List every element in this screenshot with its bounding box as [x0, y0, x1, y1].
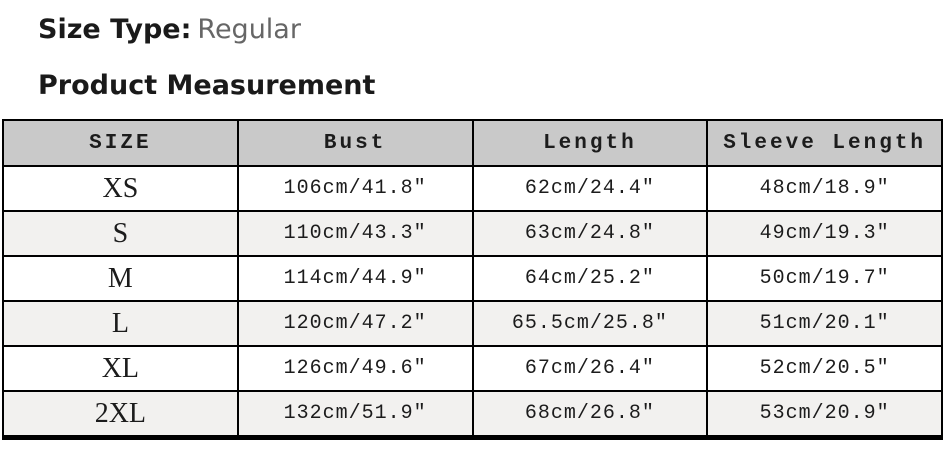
bust-cell: 110cm/43.3″	[236, 210, 474, 257]
sleeve-length-cell: 48cm/18.9″	[706, 165, 943, 212]
bust-cell: 126cm/49.6″	[236, 345, 474, 392]
bust-cell: 106cm/41.8″	[236, 165, 474, 212]
table-row: XL 126cm/49.6″ 67cm/26.4″ 52cm/20.5″	[2, 345, 943, 392]
size-type-value: Regular	[197, 14, 301, 45]
column-header-size: SIZE	[2, 119, 239, 167]
bust-cell: 132cm/51.9″	[236, 390, 474, 440]
column-header-sleeve-length: Sleeve Length	[706, 119, 943, 167]
bust-cell: 114cm/44.9″	[236, 255, 474, 302]
size-type-line: Size Type: Regular	[38, 14, 945, 46]
table-row: 2XL 132cm/51.9″ 68cm/26.8″ 53cm/20.9″	[2, 390, 943, 440]
sleeve-length-cell: 51cm/20.1″	[706, 300, 943, 347]
column-header-bust: Bust	[236, 119, 474, 167]
length-cell: 67cm/26.4″	[471, 345, 709, 392]
length-cell: 62cm/24.4″	[471, 165, 709, 212]
size-cell: L	[2, 300, 239, 347]
length-cell: 64cm/25.2″	[471, 255, 709, 302]
sleeve-length-cell: 49cm/19.3″	[706, 210, 943, 257]
table-header-row: SIZE Bust Length Sleeve Length	[2, 119, 943, 167]
size-cell: M	[2, 255, 239, 302]
sleeve-length-cell: 52cm/20.5″	[706, 345, 943, 392]
sleeve-length-cell: 50cm/19.7″	[706, 255, 943, 302]
table-row: XS 106cm/41.8″ 62cm/24.4″ 48cm/18.9″	[2, 165, 943, 212]
measurement-table: SIZE Bust Length Sleeve Length XS 106cm/…	[2, 119, 943, 440]
table-row: M 114cm/44.9″ 64cm/25.2″ 50cm/19.7″	[2, 255, 943, 302]
length-cell: 65.5cm/25.8″	[471, 300, 709, 347]
section-title: Product Measurement	[38, 70, 376, 101]
table-row: S 110cm/43.3″ 63cm/24.8″ 49cm/19.3″	[2, 210, 943, 257]
length-cell: 68cm/26.8″	[471, 390, 709, 440]
sleeve-length-cell: 53cm/20.9″	[706, 390, 943, 440]
size-type-label: Size Type:	[38, 14, 192, 45]
length-cell: 63cm/24.8″	[471, 210, 709, 257]
size-cell: XL	[2, 345, 239, 392]
size-cell: XS	[2, 165, 239, 212]
size-cell: S	[2, 210, 239, 257]
bust-cell: 120cm/47.2″	[236, 300, 474, 347]
column-header-length: Length	[471, 119, 709, 167]
size-cell: 2XL	[2, 390, 239, 440]
table-row: L 120cm/47.2″ 65.5cm/25.8″ 51cm/20.1″	[2, 300, 943, 347]
